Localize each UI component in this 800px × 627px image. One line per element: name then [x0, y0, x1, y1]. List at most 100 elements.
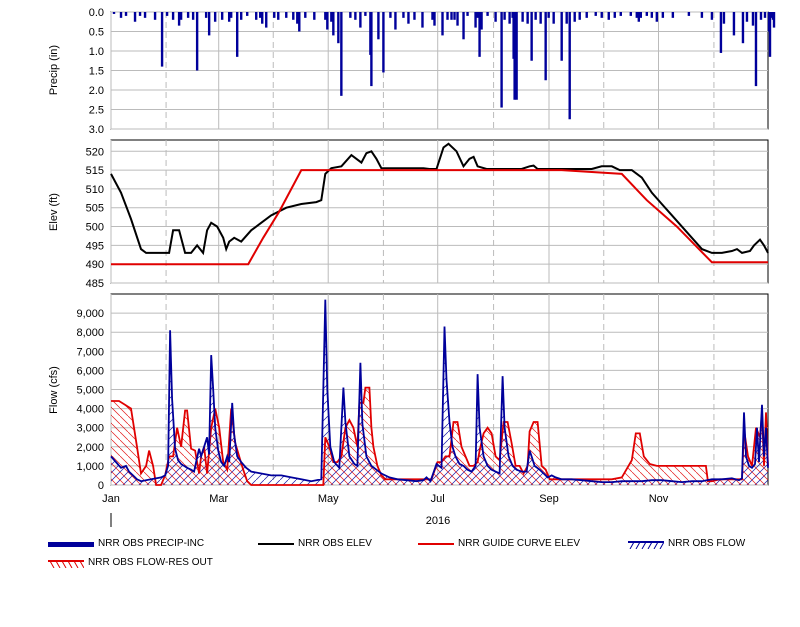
precip-bar: [421, 12, 424, 28]
flow-axis-label: Flow (cfs): [48, 366, 60, 414]
precip-bar: [296, 12, 299, 24]
tick-labels: 0.0 0.5 1.0 1.5 2.0 2.5 3.0 485 490 495 500 505 510 5…: [76, 7, 668, 505]
precip-bar: [370, 12, 373, 87]
precip-bar: [153, 12, 157, 20]
y-tick-label: 1.0: [89, 46, 104, 58]
elev-line-guide: [111, 169, 768, 266]
precip-bar: [534, 12, 537, 20]
y-tick-label: 0.5: [89, 27, 104, 39]
x-tick-label: Nov: [649, 493, 669, 505]
y-tick-label: 5,000: [76, 385, 104, 397]
precip-bar: [394, 12, 397, 30]
precip-bar: [710, 12, 714, 20]
flow-line-obs: [110, 299, 769, 484]
legend-swatch-guide: [418, 539, 454, 549]
y-tick-label: 1,000: [76, 461, 104, 473]
precip-bar: [453, 12, 456, 20]
precip-bar: [191, 12, 195, 20]
precip-bar: [441, 12, 444, 36]
precip-bar: [330, 12, 333, 22]
precip-bar: [466, 12, 469, 16]
precip-bar: [313, 12, 316, 20]
y-tick-label: 0: [98, 480, 104, 492]
precip-bar: [635, 12, 639, 18]
precip-bar: [324, 12, 327, 20]
y-tick-label: 500: [86, 222, 104, 234]
precip-bar: [732, 12, 736, 36]
precip-bar: [600, 12, 603, 18]
legend-item-elev: NRR OBS ELEV: [258, 538, 372, 549]
precip-bar: [332, 12, 335, 36]
legend-item-guide: NRR GUIDE CURVE ELEV: [418, 538, 580, 549]
legend-label-elev: NRR OBS ELEV: [298, 538, 372, 549]
precip-bar: [246, 12, 249, 16]
precip-bar: [759, 12, 763, 20]
precip-bar: [235, 12, 239, 57]
precip-bar: [637, 12, 641, 22]
precip-bar: [377, 12, 380, 40]
precip-bar: [486, 12, 489, 16]
precip-bar: [629, 12, 632, 16]
x-tick-label: Jul: [431, 493, 445, 505]
legend: NRR OBS PRECIP-INC NRR OBS ELEV NRR GUID…: [0, 530, 800, 590]
precip-bar: [494, 12, 497, 22]
precip-bar: [207, 12, 211, 36]
precip-bar: [671, 12, 675, 18]
precip-axis-label: Precip (in): [48, 45, 60, 95]
precip-bar: [585, 12, 588, 18]
precip-bar: [462, 12, 465, 40]
precip-bar: [349, 12, 352, 18]
precip-bar: [304, 12, 307, 18]
precip-bar: [719, 12, 723, 53]
precip-bar: [364, 12, 367, 16]
precip-bar: [265, 12, 268, 28]
precip-bar: [255, 12, 258, 20]
y-tick-label: 515: [86, 165, 104, 177]
precip-bar: [431, 12, 434, 20]
precip-bar: [526, 12, 529, 24]
precip-bar: [389, 12, 392, 18]
precip-bar: [433, 12, 436, 26]
precip-bar: [619, 12, 622, 16]
legend-swatch-precip: [48, 539, 94, 549]
precip-bar: [337, 12, 340, 44]
elev-lines: [110, 142, 769, 266]
legend-label-flow: NRR OBS FLOW: [668, 538, 746, 549]
y-tick-label: 485: [86, 278, 104, 290]
precip-bar: [560, 12, 563, 61]
precip-bar: [220, 12, 224, 20]
precip-bar: [687, 12, 691, 16]
precip-bar: [503, 12, 506, 20]
precip-bar: [565, 12, 568, 24]
precip-bar: [273, 12, 276, 18]
y-tick-label: 505: [86, 203, 104, 215]
precip-bar: [508, 12, 511, 24]
flow-lines: [110, 299, 769, 486]
precip-bar: [407, 12, 410, 24]
legend-hatch-resout: [48, 559, 85, 568]
x-tick-label: Jan: [102, 493, 120, 505]
precip-bar: [521, 12, 524, 22]
y-tick-label: 9,000: [76, 308, 104, 320]
precip-bar: [298, 12, 301, 32]
precip-bar: [745, 12, 749, 22]
precip-bar: [340, 12, 343, 96]
precip-bar: [552, 12, 555, 24]
y-tick-label: 3.0: [89, 124, 104, 136]
precip-bar: [450, 12, 453, 20]
precip-bar: [476, 12, 479, 18]
precip-bar: [607, 12, 610, 20]
precip-bar: [165, 12, 169, 16]
precip-bar: [259, 12, 262, 18]
precip-bar: [578, 12, 581, 20]
precip-bar: [239, 12, 243, 20]
precip-bar: [213, 12, 217, 22]
precip-bar: [763, 12, 767, 18]
y-tick-label: 1.5: [89, 66, 104, 78]
precip-bar: [112, 12, 116, 14]
precip-bar: [544, 12, 547, 81]
legend-swatch-elev: [258, 539, 294, 549]
precip-bar: [741, 12, 745, 44]
precip-bar: [547, 12, 550, 18]
y-tick-label: 6,000: [76, 365, 104, 377]
